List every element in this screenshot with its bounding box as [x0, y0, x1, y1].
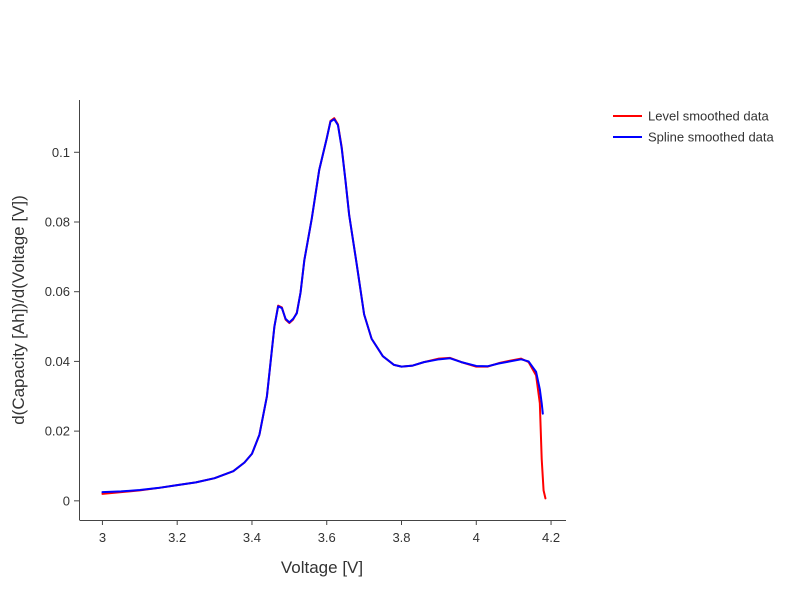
x-tick-label: 3 — [99, 530, 106, 545]
y-axis-title: d(Capacity [Ah])/d(Voltage [V]) — [9, 195, 28, 425]
y-tick-label: 0.02 — [45, 424, 70, 439]
x-ticks: 3 3.2 3.4 3.6 3.8 4 4.2 — [99, 520, 560, 545]
x-tick-label: 4.2 — [542, 530, 560, 545]
legend-label: Level smoothed data — [648, 109, 769, 124]
y-tick-label: 0.1 — [52, 145, 70, 160]
legend-label: Spline smoothed data — [648, 130, 775, 145]
legend-item[interactable]: Spline smoothed data — [613, 130, 775, 145]
series-line-spline-smoothed — [101, 118, 544, 494]
x-tick-label: 3.8 — [392, 530, 410, 545]
series-layer — [101, 117, 547, 500]
x-axis-title: Voltage [V] — [281, 558, 363, 577]
y-tick-label: 0.04 — [45, 354, 70, 369]
y-tick-label: 0.06 — [45, 284, 70, 299]
legend-item[interactable]: Level smoothed data — [613, 109, 769, 124]
x-tick-label: 3.2 — [168, 530, 186, 545]
legend[interactable]: Level smoothed data Spline smoothed data — [613, 109, 775, 145]
y-tick-label: 0 — [63, 493, 70, 508]
x-tick-label: 4 — [473, 530, 480, 545]
x-tick-label: 3.6 — [318, 530, 336, 545]
y-tick-label: 0.08 — [45, 214, 70, 229]
x-tick-label: 3.4 — [243, 530, 261, 545]
y-ticks: 0 0.02 0.04 0.06 0.08 0.1 — [45, 145, 80, 508]
